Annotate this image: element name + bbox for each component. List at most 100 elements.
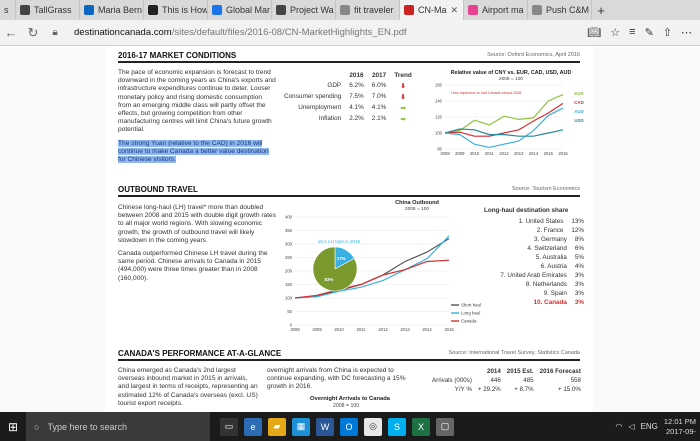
table-cell: 6.2% — [349, 82, 364, 89]
table-cell: GDP — [327, 82, 342, 89]
pie-slice-label: 83% — [324, 277, 333, 282]
tab-favicon-icon — [212, 5, 222, 15]
y-tick-label: 150 — [285, 282, 293, 287]
highlighted-text[interactable]: The strong Yuan (relative to the CAD) in… — [118, 139, 269, 164]
store-icon[interactable]: ▦ — [292, 417, 310, 436]
table-cell: Arrivals (000s) — [432, 377, 472, 384]
arrow-right-icon: ➡ — [400, 115, 406, 123]
tab-label: Project Wa — [290, 5, 334, 15]
economic-table: 2016 2017 Trend GDP 6.2% 6.0% ⬇ Consumer spend… — [280, 70, 416, 124]
col-2016: 2016 Forecast — [539, 368, 581, 375]
browser-tab[interactable]: Global Mar — [208, 0, 272, 20]
col-trend: Trend — [394, 71, 412, 79]
volume-icon[interactable]: ◁ — [628, 422, 635, 431]
x-tick-label: 2009 — [455, 151, 465, 156]
y-tick-label: 160 — [435, 83, 443, 88]
pie-slice-short-haul — [312, 246, 358, 292]
tab-label: Push C&M — [546, 5, 590, 15]
destination-name: 1. United States — [518, 218, 564, 225]
refresh-icon[interactable]: ↻ — [27, 24, 39, 40]
col-2015: 2015 Est. — [506, 368, 534, 375]
more-icon[interactable]: ⋯ — [681, 27, 692, 39]
source-tourism: Source: Tourism Economics — [511, 186, 580, 192]
divider — [118, 195, 580, 197]
section-title-outbound: OUTBOUND TRAVEL — [118, 185, 198, 194]
source-oxford: Source: Oxford Economics, April 2016 — [487, 52, 580, 58]
notes-icon[interactable]: ✎ — [644, 27, 654, 39]
file-explorer-icon[interactable]: ▰ — [268, 417, 286, 436]
browser-tab[interactable]: Maria Bern — [80, 0, 144, 20]
tab-label: CN-Ma — [418, 5, 447, 15]
x-tick-label: 2014 — [529, 151, 539, 156]
browser-tab[interactable]: Airport ma — [464, 0, 528, 20]
tab-favicon-icon — [340, 5, 350, 15]
section-title-market: 2016-17 MARKET CONDITIONS — [118, 51, 237, 60]
share-icon[interactable]: ⇧ — [662, 27, 672, 39]
browser-tab[interactable]: CN-Ma ✕ — [400, 0, 464, 20]
browser-tab[interactable]: TallGrass — [16, 0, 80, 20]
hub-icon[interactable]: ≡ — [629, 26, 636, 38]
tab-favicon-icon — [468, 5, 478, 15]
browser-tab[interactable]: This is How — [144, 0, 208, 20]
search-placeholder: Type here to search — [47, 421, 127, 432]
back-icon[interactable]: ← — [4, 25, 18, 40]
word-icon[interactable]: W — [316, 417, 334, 436]
language-indicator[interactable]: ENG — [640, 422, 658, 431]
table-cell: + 29.2% — [477, 386, 501, 393]
tab-bar: s TallGrass Maria Bern This is How Global Ma… — [0, 0, 700, 20]
task-view-icon[interactable]: ▭ — [220, 417, 238, 436]
market-text: The pace of economic expansion is foreca… — [118, 69, 276, 134]
y-tick-label: 140 — [435, 99, 443, 104]
arrivals-chart-subtitle: 2008 = 100 — [333, 403, 360, 409]
x-tick-label: 2009 — [312, 327, 322, 332]
taskbar-search[interactable]: ○ Type here to search — [26, 412, 210, 441]
x-tick-label: 2008 — [290, 327, 300, 332]
table-row: Arrivals (000s) 446 485 558 — [429, 376, 584, 385]
network-icon[interactable]: ◠ — [615, 422, 623, 431]
x-tick-label: 2008 — [440, 151, 450, 156]
clock-date: 2017-09- — [665, 426, 696, 436]
table-cell: 7.5% — [349, 93, 364, 100]
tab-close-icon[interactable]: ✕ — [450, 4, 459, 15]
x-tick-label: 2010 — [470, 151, 480, 156]
table-row: GDP 6.2% 6.0% ⬇ — [280, 80, 416, 91]
y-tick-label: 0 — [290, 323, 293, 328]
browser-tab[interactable]: Project Wa — [272, 0, 336, 20]
new-tab-button[interactable]: + — [597, 2, 605, 18]
destination-name: 3. Germany — [533, 236, 567, 243]
list-item: 9. Spain 3% — [484, 289, 584, 298]
destination-share: 6% — [574, 245, 584, 252]
excel-icon[interactable]: X — [412, 417, 430, 436]
browser-tab[interactable]: Push C&M — [528, 0, 592, 20]
app-icon[interactable]: ▢ — [436, 417, 454, 436]
col-2016: 2016 — [349, 71, 364, 79]
skype-icon[interactable]: S — [388, 417, 406, 436]
windows-start-icon[interactable]: ⊞ — [7, 419, 19, 434]
x-tick-label: 2011 — [485, 151, 495, 156]
lock-icon: 🔒︎ — [52, 27, 58, 38]
outbound-text-1: Chinese long-haul (LH) travel* more than… — [118, 204, 276, 244]
chrome-icon[interactable]: ◎ — [364, 417, 382, 436]
favorite-star-icon[interactable]: ☆ — [610, 27, 621, 39]
edge-icon[interactable]: e — [244, 417, 262, 436]
y-tick-label: 400 — [285, 215, 293, 220]
browser-tab[interactable]: fit traveler — [336, 0, 400, 20]
tab-label: TallGrass — [34, 5, 72, 15]
clock[interactable]: 12:01 PM 2017-09- — [664, 417, 696, 437]
browser-tab[interactable]: s — [0, 0, 16, 20]
pdf-viewer[interactable]: 2016-17 MARKET CONDITIONS Source: Oxford… — [0, 47, 700, 412]
list-item: 10. Canada 3% — [484, 298, 584, 307]
system-tray: ◠ ◁ ENG 12:01 PM 2017-09- — [615, 417, 700, 437]
market-paragraph: The pace of economic expansion is foreca… — [118, 69, 276, 164]
x-tick-label: 2012 — [499, 151, 509, 156]
outlook-icon[interactable]: O — [340, 417, 358, 436]
url-path: /sites/default/files/2016-08/CN-MarketHi… — [171, 27, 407, 38]
pie-title: 15.4 LH trips in 2015 — [318, 239, 361, 244]
reading-view-icon[interactable]: 📖︎ — [587, 27, 602, 39]
destination-share-list: Long-haul destination share 1. United St… — [484, 207, 584, 307]
url-field[interactable]: destinationcanada.com/sites/default/file… — [74, 27, 587, 38]
y-tick-label: 120 — [435, 115, 443, 120]
destination-name: 2. France — [536, 227, 564, 234]
legend-aud: AUD — [574, 109, 584, 114]
